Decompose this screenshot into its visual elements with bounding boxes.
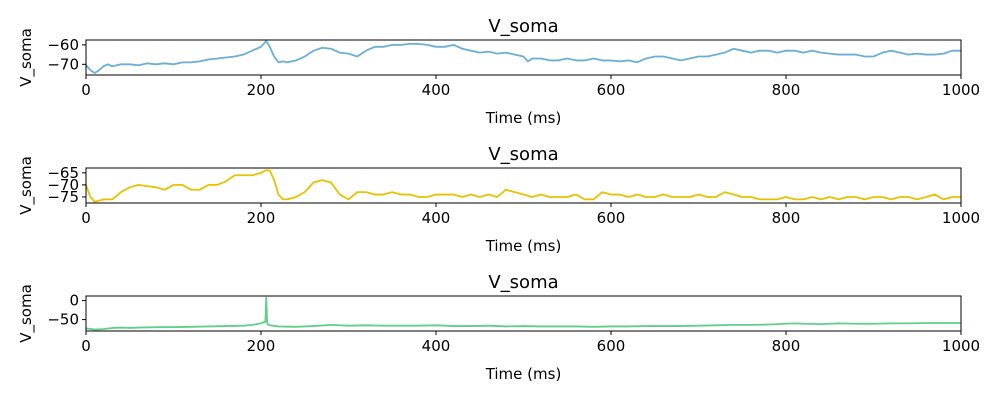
subplot-3: 0 200 400 600 800 1000 0−50 V_soma Time (ms) V_so… [17, 272, 980, 383]
series-line-1-1 [85, 40, 961, 74]
x-tick-label: 200 [247, 81, 276, 99]
y-tick-label: −75 [47, 188, 79, 206]
x-tick-label: 800 [772, 209, 801, 227]
y-tick-label: −70 [47, 176, 79, 194]
chart-title: V_soma [488, 16, 558, 37]
y-tick-label: −60 [47, 36, 79, 54]
x-tick-label: 0 [81, 337, 91, 355]
series-line-3-1 [85, 296, 961, 331]
y-tick-label: −70 [47, 55, 79, 73]
x-tick-label: 0 [81, 81, 91, 99]
x-tick-label: 400 [422, 209, 451, 227]
x-tick-label: 1000 [942, 209, 980, 227]
series-line-2-1 [85, 169, 961, 203]
x-tick-label: 800 [772, 337, 801, 355]
y-tick-label: −65 [47, 164, 79, 182]
axes-frame [85, 167, 962, 204]
subplot-1: 0 200 400 600 800 1000 −60−70 V_soma Time (ms) V_… [17, 16, 980, 127]
y-axis-label: V_soma [17, 284, 36, 343]
x-axis-label: Time (ms) [485, 109, 562, 127]
x-tick-label: 1000 [942, 81, 980, 99]
chart-title: V_soma [488, 144, 558, 165]
y-axis-label: V_soma [17, 28, 36, 87]
y-tick-label: 0 [69, 292, 79, 310]
axes-frame [85, 295, 962, 332]
x-tick-label: 800 [772, 81, 801, 99]
y-tick-label: −50 [47, 311, 79, 329]
x-tick-label: 600 [597, 81, 626, 99]
x-tick-label: 600 [597, 337, 626, 355]
x-tick-label: 0 [81, 209, 91, 227]
x-tick-label: 200 [247, 337, 276, 355]
x-axis-label: Time (ms) [485, 365, 562, 383]
x-tick-label: 600 [597, 209, 626, 227]
axes-frame [85, 39, 962, 76]
x-tick-label: 400 [422, 337, 451, 355]
subplot-2: 0 200 400 600 800 1000 −65−70−75 V_soma Time (ms… [17, 144, 980, 255]
y-axis-label: V_soma [17, 156, 36, 215]
x-axis-label: Time (ms) [485, 237, 562, 255]
x-tick-label: 400 [422, 81, 451, 99]
chart-title: V_soma [488, 272, 558, 293]
x-tick-label: 1000 [942, 337, 980, 355]
x-tick-label: 200 [247, 209, 276, 227]
